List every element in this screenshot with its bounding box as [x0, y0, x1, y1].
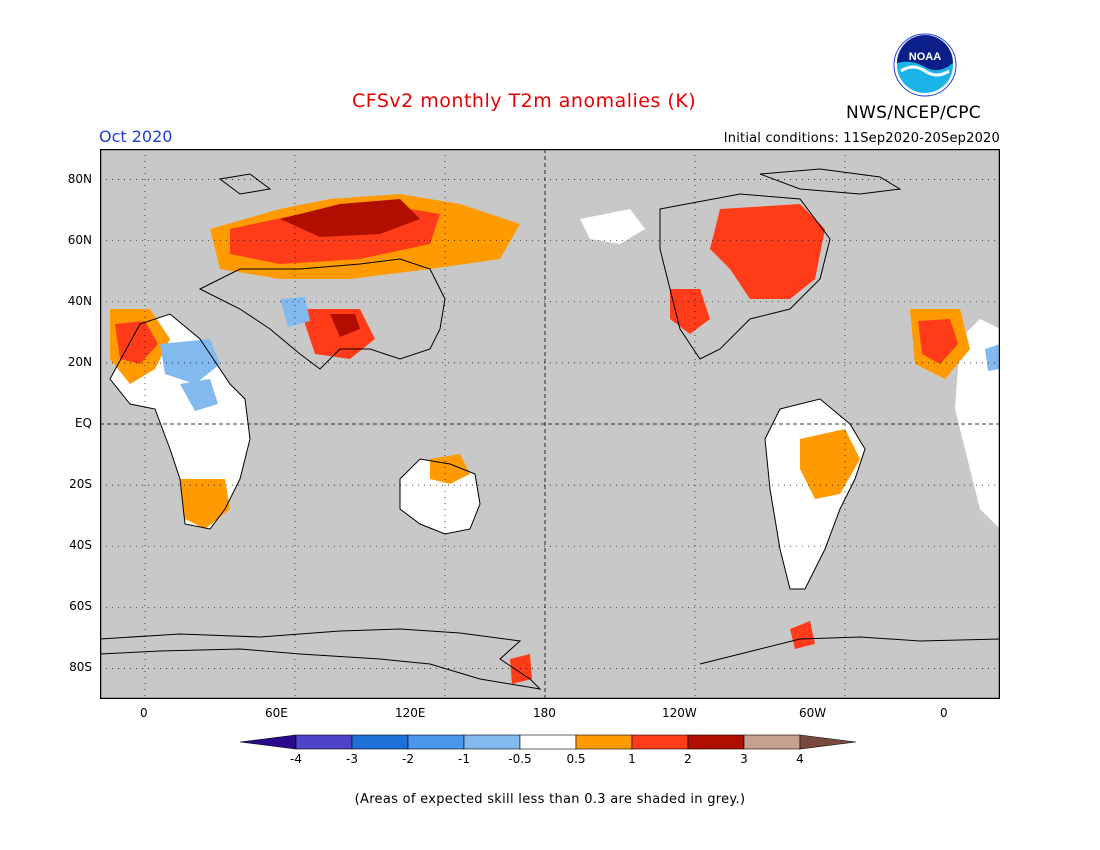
colorbar-segment: [687, 734, 745, 750]
lon-label: 180: [533, 706, 556, 720]
lat-label: 80N: [67, 172, 92, 186]
lon-label: 0: [940, 706, 948, 720]
colorbar-tick-label: 1: [628, 752, 636, 766]
graticule: [100, 149, 1000, 699]
colorbar-segment: [463, 734, 521, 750]
colorbar-tick-label: -2: [402, 752, 414, 766]
colorbar-segment: [631, 734, 689, 750]
skill-footnote: (Areas of expected skill less than 0.3 a…: [354, 792, 746, 807]
lat-label: 40S: [69, 538, 92, 552]
lat-label: EQ: [74, 416, 92, 430]
map-title: CFSv2 monthly T2m anomalies (K): [352, 90, 697, 112]
anomaly-map: [100, 149, 1000, 699]
colorbar-segment: [407, 734, 465, 750]
warm-anomalies: [110, 194, 970, 684]
colorbar-segment: [575, 734, 633, 750]
colorbar-segment: [743, 734, 801, 750]
colorbar-tick-label: 0.5: [566, 752, 585, 766]
lat-label: 20N: [67, 355, 92, 369]
forecast-month: Oct 2020: [99, 127, 173, 146]
colorbar-segment: [519, 734, 577, 750]
colorbar-tick-label: -4: [290, 752, 302, 766]
colorbar: -4 -3 -2 -1 -0.5 0.5 1 2 3 4: [239, 734, 857, 766]
initial-conditions: Initial conditions: 11Sep2020-20Sep2020: [723, 131, 1000, 146]
colorbar-arrow-high: [799, 734, 857, 750]
lon-label: 0: [140, 706, 148, 720]
colorbar-tick-label: 2: [684, 752, 692, 766]
lat-label: 60S: [69, 599, 92, 613]
agency-label: NWS/NCEP/CPC: [846, 103, 981, 123]
colorbar-tick-label: -0.5: [508, 752, 531, 766]
colorbar-tick-label: -3: [346, 752, 358, 766]
colorbar-arrow-low: [239, 734, 297, 750]
lon-label: 60E: [265, 706, 288, 720]
lat-label: 60N: [67, 233, 92, 247]
colorbar-segment: [351, 734, 409, 750]
noaa-logo-text: NOAA: [909, 51, 941, 63]
colorbar-tick-label: 4: [796, 752, 804, 766]
colorbar-tick-label: -1: [458, 752, 470, 766]
lat-label: 40N: [67, 294, 92, 308]
coastlines: [100, 168, 1000, 690]
noaa-logo: NOAA: [893, 33, 957, 97]
colorbar-segment: [295, 734, 353, 750]
lon-label: 120E: [395, 706, 426, 720]
lat-label: 80S: [69, 660, 92, 674]
lat-label: 20S: [69, 477, 92, 491]
lon-label: 60W: [799, 706, 827, 720]
colorbar-tick-label: 3: [740, 752, 748, 766]
map-frame: [100, 149, 1000, 699]
lon-label: 120W: [662, 706, 697, 720]
